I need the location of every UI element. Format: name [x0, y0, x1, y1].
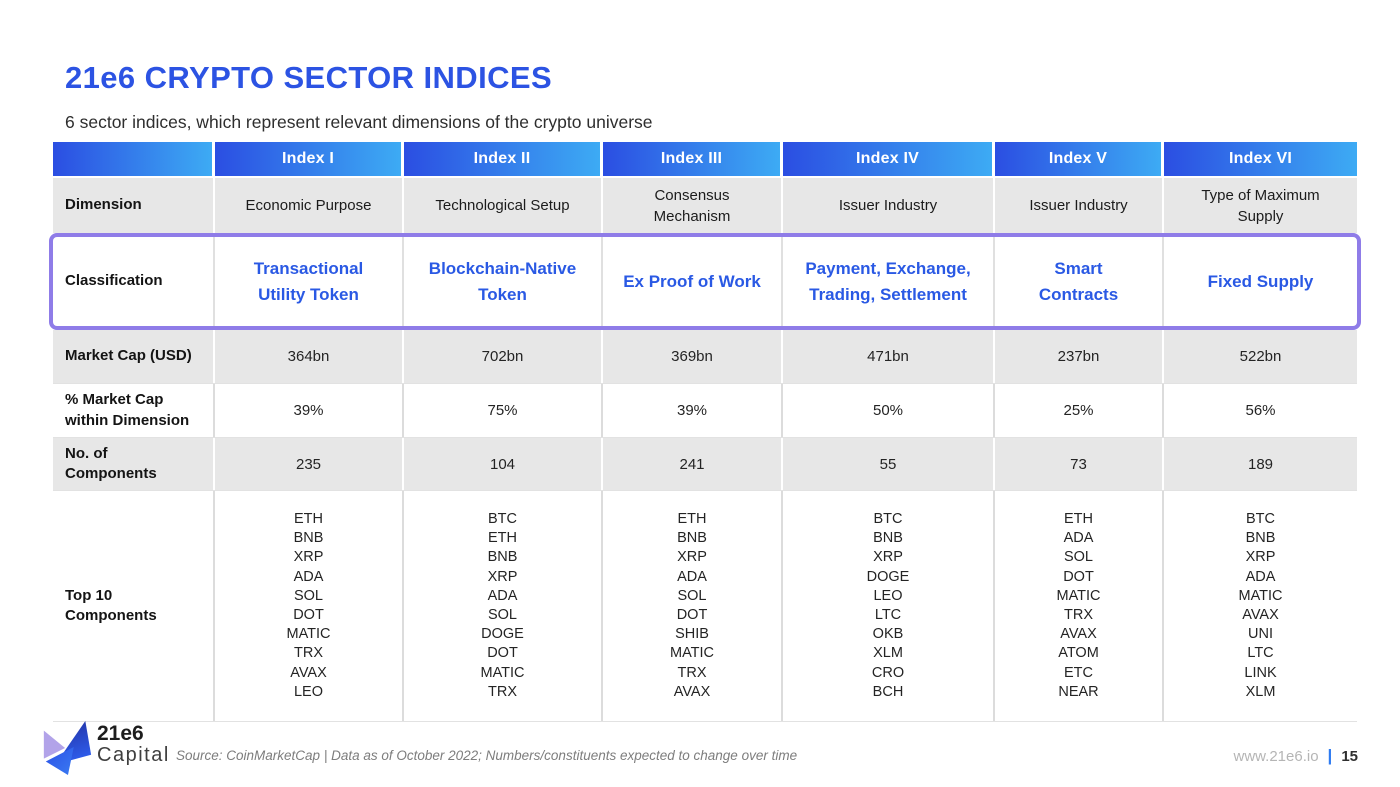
components-count-cell: 189 [1247, 455, 1274, 473]
dimension-cell: Technological Setup [404, 178, 603, 233]
page-number: 15 [1341, 747, 1358, 765]
top10-list: BTC ETH BNB XRP ADA SOL DOGE DOT MATIC T… [404, 491, 603, 721]
company-logo-icon [43, 721, 92, 775]
market-cap-cell: 369bn [603, 330, 783, 383]
components-count-row-label: No. of Components [53, 438, 215, 490]
header-index-i: Index I [215, 142, 404, 176]
table-header-row: Index I Index II Index III Index IV Inde… [53, 142, 1357, 176]
company-logo-text: 21e6 Capital [97, 722, 170, 767]
header-empty-cell [53, 142, 215, 176]
header-index-iv: Index IV [783, 142, 995, 176]
dimension-cell: Type of Maximum Supply [1201, 186, 1320, 225]
pct-market-cap-row-label: % Market Cap within Dimension [53, 384, 215, 437]
top10-list: BTC BNB XRP ADA MATIC AVAX UNI LTC LINK … [1238, 510, 1283, 700]
components-count-cell: 73 [995, 438, 1164, 490]
logo-subname: Capital [97, 744, 170, 767]
source-note: Source: CoinMarketCap | Data as of Octob… [176, 748, 798, 763]
footer-right: www.21e6.io | 15 [1233, 746, 1358, 766]
top10-list: ETH BNB XRP ADA SOL DOT SHIB MATIC TRX A… [603, 491, 783, 721]
market-cap-row-label: Market Cap (USD) [53, 330, 215, 383]
dimension-cell: Issuer Industry [995, 178, 1164, 233]
market-cap-cell: 702bn [404, 330, 603, 383]
top10-list: ETH BNB XRP ADA SOL DOT MATIC TRX AVAX L… [215, 491, 404, 721]
pct-market-cap-cell: 75% [404, 384, 603, 437]
classification-cell: Payment, Exchange, Trading, Settlement [783, 237, 995, 326]
classification-cell: Transactional Utility Token [215, 237, 404, 326]
footer-divider: | [1327, 746, 1333, 765]
top10-list: BTC BNB XRP DOGE LEO LTC OKB XLM CRO BCH [783, 491, 995, 721]
header-index-ii: Index II [404, 142, 603, 176]
pct-market-cap-row: % Market Cap within Dimension 39% 75% 39… [53, 384, 1357, 438]
pct-market-cap-cell: 39% [603, 384, 783, 437]
logo-name: 21e6 [97, 722, 144, 745]
classification-cell: Blockchain-Native Token [404, 237, 603, 326]
market-cap-cell: 471bn [783, 330, 995, 383]
dimension-row: Dimension Economic Purpose Technological… [53, 178, 1357, 233]
top10-row-label: Top 10 Components [53, 491, 215, 721]
header-index-iii: Index III [603, 142, 783, 176]
classification-cell: Smart Contracts [995, 237, 1164, 326]
market-cap-cell: 364bn [215, 330, 404, 383]
pct-market-cap-cell: 56% [1245, 402, 1276, 419]
classification-row-highlighted: Classification Transactional Utility Tok… [49, 233, 1361, 330]
pct-market-cap-cell: 50% [783, 384, 995, 437]
dimension-cell: Economic Purpose [215, 178, 404, 233]
components-count-cell: 241 [603, 438, 783, 490]
dimension-cell: Consensus Mechanism [603, 178, 783, 233]
classification-cell: Fixed Supply [1207, 271, 1314, 291]
page-title: 21e6 CRYPTO SECTOR INDICES [65, 60, 553, 95]
page-subtitle: 6 sector indices, which represent releva… [65, 112, 653, 132]
dimension-cell: Issuer Industry [783, 178, 995, 233]
pct-market-cap-cell: 25% [995, 384, 1164, 437]
sector-indices-table: Index I Index II Index III Index IV Inde… [49, 142, 1361, 722]
website-link: www.21e6.io [1233, 747, 1319, 765]
top10-list: ETH ADA SOL DOT MATIC TRX AVAX ATOM ETC … [995, 491, 1164, 721]
classification-row-label: Classification [53, 237, 215, 326]
components-count-row: No. of Components 235 104 241 55 73 189 [53, 438, 1357, 491]
top10-components-row: Top 10 Components ETH BNB XRP ADA SOL DO… [53, 491, 1357, 722]
header-index-vi: Index VI [1164, 142, 1357, 176]
components-count-cell: 55 [783, 438, 995, 490]
pct-market-cap-cell: 39% [215, 384, 404, 437]
market-cap-cell: 237bn [995, 330, 1164, 383]
header-index-v: Index V [995, 142, 1164, 176]
dimension-row-label: Dimension [53, 178, 215, 233]
components-count-cell: 235 [215, 438, 404, 490]
market-cap-row: Market Cap (USD) 364bn 702bn 369bn 471bn… [53, 330, 1357, 384]
classification-cell: Ex Proof of Work [603, 237, 783, 326]
market-cap-cell: 522bn [1239, 348, 1282, 365]
components-count-cell: 104 [404, 438, 603, 490]
